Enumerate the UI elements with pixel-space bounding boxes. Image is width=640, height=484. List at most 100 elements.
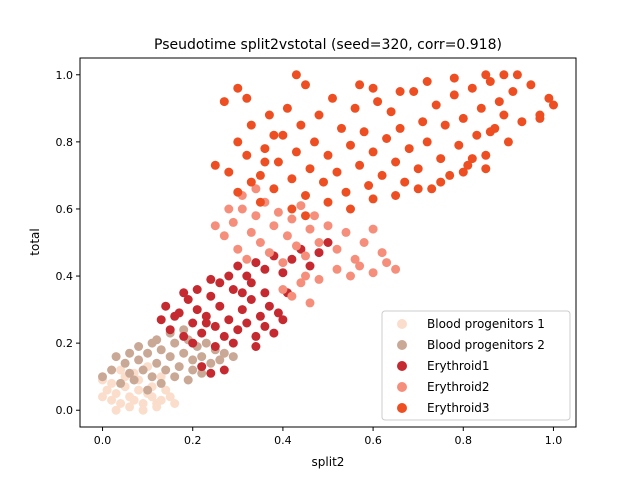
data-point-series-4 (260, 144, 270, 154)
data-point-series-3 (346, 271, 355, 281)
data-point-series-4 (436, 154, 446, 164)
data-point-series-4 (422, 77, 432, 86)
data-point-series-4 (255, 197, 265, 207)
data-point-series-4 (278, 130, 288, 140)
data-point-series-0 (152, 402, 162, 412)
data-point-series-3 (291, 241, 301, 251)
data-point-series-4 (472, 130, 482, 140)
data-point-series-4 (485, 127, 495, 137)
data-point-series-4 (246, 120, 256, 130)
data-point-series-2 (192, 285, 202, 294)
data-point-series-4 (413, 184, 423, 194)
data-point-series-4 (269, 130, 279, 140)
data-point-series-4 (467, 83, 477, 93)
data-point-series-3 (273, 207, 283, 217)
data-point-series-0 (129, 395, 139, 405)
data-point-series-2 (260, 288, 270, 298)
data-point-series-4 (549, 100, 558, 110)
legend-label: Blood progenitors 2 (427, 338, 545, 352)
data-point-series-1 (219, 348, 229, 358)
data-point-series-4 (337, 123, 346, 133)
legend-box (381, 310, 571, 421)
y-tick-label: 1.0 (56, 69, 74, 82)
data-point-series-4 (301, 191, 310, 200)
data-point-series-4 (314, 110, 324, 120)
data-point-series-0 (116, 399, 126, 408)
data-point-series-4 (382, 134, 392, 143)
data-point-series-4 (400, 177, 410, 187)
data-point-series-3 (224, 204, 234, 214)
data-point-series-1 (138, 365, 148, 375)
data-point-series-2 (161, 301, 171, 311)
data-point-series-4 (319, 177, 328, 187)
data-point-series-2 (197, 362, 207, 372)
data-point-series-2 (183, 295, 193, 304)
data-point-series-4 (377, 170, 387, 180)
chart-title: Pseudotime split2vstotal (seed=320, corr… (154, 37, 502, 53)
data-point-series-2 (188, 338, 198, 348)
data-point-series-2 (314, 248, 324, 258)
data-point-series-4 (449, 90, 459, 100)
data-point-series-4 (233, 187, 243, 197)
data-point-series-3 (278, 258, 288, 268)
data-point-series-4 (431, 100, 441, 110)
data-point-series-2 (278, 315, 288, 325)
data-point-series-2 (206, 274, 216, 284)
y-tick-label: 0.8 (56, 136, 74, 149)
data-point-series-4 (260, 157, 270, 167)
data-point-series-4 (458, 167, 468, 177)
y-axis-label: total (28, 228, 42, 255)
data-point-series-2 (260, 321, 270, 331)
data-point-series-3 (210, 221, 220, 231)
legend-label: Blood progenitors 1 (427, 317, 545, 331)
data-point-series-4 (544, 93, 554, 103)
x-tick-label: 0.2 (184, 434, 202, 447)
data-point-series-0 (138, 405, 148, 415)
data-point-series-0 (134, 385, 144, 395)
data-point-series-4 (242, 93, 252, 103)
data-point-series-1 (111, 352, 121, 362)
axes-ticks: 0.0 0.2 0.4 0.6 0.8 1.0 0.0 0.2 0.4 0.6 0.8 1.0 (56, 69, 563, 447)
data-point-series-4 (359, 127, 369, 137)
data-point-series-4 (323, 197, 333, 207)
data-point-series-4 (332, 167, 342, 177)
data-point-series-3 (310, 211, 319, 221)
data-point-series-2 (278, 268, 288, 278)
data-point-series-3 (377, 248, 387, 258)
data-point-series-4 (301, 211, 310, 221)
data-point-series-0 (165, 392, 175, 402)
data-point-series-4 (427, 184, 437, 194)
data-point-series-3 (314, 274, 324, 284)
data-point-series-4 (310, 137, 319, 147)
data-point-series-2 (246, 295, 256, 304)
legend-label: Erythroid2 (427, 380, 490, 394)
legend-marker (397, 403, 407, 413)
data-point-series-3 (305, 224, 315, 234)
data-point-series-4 (404, 144, 414, 154)
data-point-series-1 (228, 352, 238, 362)
data-point-series-4 (305, 164, 315, 174)
data-point-series-2 (156, 315, 166, 325)
data-point-series-3 (382, 258, 392, 268)
data-point-series-4 (517, 117, 527, 127)
data-point-series-1 (147, 338, 157, 348)
data-point-series-2 (323, 238, 333, 247)
data-point-series-4 (418, 117, 428, 127)
data-point-series-2 (201, 311, 211, 321)
data-point-series-0 (107, 378, 117, 388)
data-point-series-2 (179, 288, 189, 298)
data-point-series-1 (179, 325, 189, 335)
data-point-series-4 (242, 150, 252, 160)
data-point-series-4 (350, 103, 360, 113)
data-point-series-2 (251, 331, 261, 341)
data-point-series-4 (476, 103, 486, 113)
data-point-series-4 (287, 204, 297, 214)
data-point-series-4 (328, 93, 337, 103)
data-point-series-1 (134, 355, 144, 365)
data-point-series-2 (233, 325, 243, 335)
data-point-series-3 (255, 238, 265, 247)
data-point-series-4 (512, 70, 522, 80)
data-point-series-4 (494, 97, 504, 107)
data-point-series-4 (291, 70, 301, 80)
data-point-series-1 (156, 378, 166, 388)
